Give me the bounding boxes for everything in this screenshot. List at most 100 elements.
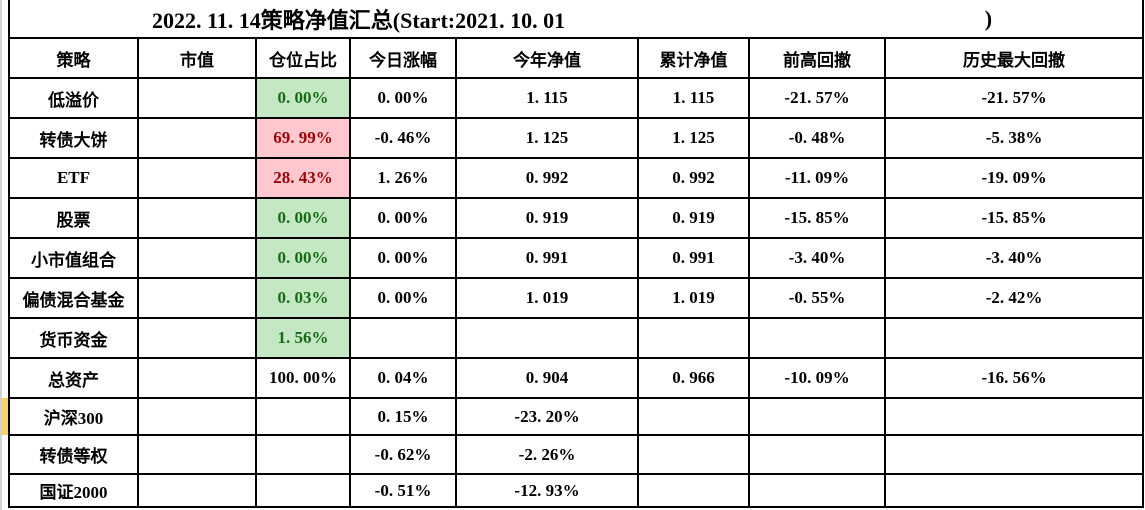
cell-9-name[interactable]: 转债等权: [8, 434, 139, 475]
cell-5-today[interactable]: 0. 00%: [349, 277, 457, 319]
cell-10-pos[interactable]: [255, 473, 351, 508]
cell-0-cum[interactable]: 1. 115: [637, 77, 750, 119]
cell-0-pos[interactable]: 0. 00%: [255, 77, 351, 119]
cell-2-mv[interactable]: [137, 157, 257, 199]
cell-3-cum[interactable]: 0. 919: [637, 197, 750, 239]
cell-9-dd[interactable]: [748, 434, 886, 475]
cell-1-dd[interactable]: -0. 48%: [748, 117, 886, 159]
cell-1-name[interactable]: 转债大饼: [8, 117, 139, 159]
cell-0-today[interactable]: 0. 00%: [349, 77, 457, 119]
cell-10-mv[interactable]: [137, 473, 257, 508]
cell-10-name[interactable]: 国证2000: [8, 473, 139, 508]
cell-0-dd[interactable]: -21. 57%: [748, 77, 886, 119]
cell-5-mv[interactable]: [137, 277, 257, 319]
cell-1-today[interactable]: -0. 46%: [349, 117, 457, 159]
cell-10-today[interactable]: -0. 51%: [349, 473, 457, 508]
cell-10-dd[interactable]: [748, 473, 886, 508]
column-header-1[interactable]: 市值: [137, 37, 257, 79]
cell-9-pos[interactable]: [255, 434, 351, 475]
cell-10-maxdd[interactable]: [883, 473, 1145, 508]
cell-6-dd[interactable]: [748, 317, 886, 359]
column-header-6[interactable]: 前高回撤: [748, 37, 886, 79]
cell-3-maxdd[interactable]: -15. 85%: [883, 197, 1145, 239]
title-row: 2022. 11. 14策略净值汇总(Start:2021. 10. 01 ): [7, 0, 1145, 39]
cell-3-pos[interactable]: 0. 00%: [255, 197, 351, 239]
cell-1-pos[interactable]: 69. 99%: [255, 117, 351, 159]
cell-5-cum[interactable]: 1. 019: [637, 277, 750, 319]
cell-1-ytd[interactable]: 1. 125: [455, 117, 639, 159]
cell-10-ytd[interactable]: -12. 93%: [455, 473, 639, 508]
cell-6-today[interactable]: [349, 317, 457, 359]
title-cell[interactable]: 2022. 11. 14策略净值汇总(Start:2021. 10. 01 ): [7, 0, 1145, 39]
cell-2-today[interactable]: 1. 26%: [349, 157, 457, 199]
cell-8-name[interactable]: 沪深300: [8, 397, 139, 436]
cell-4-cum[interactable]: 0. 991: [637, 237, 750, 279]
cell-2-cum[interactable]: 0. 992: [637, 157, 750, 199]
cell-0-ytd[interactable]: 1. 115: [455, 77, 639, 119]
cell-10-cum[interactable]: [637, 473, 750, 508]
cell-0-maxdd[interactable]: -21. 57%: [883, 77, 1145, 119]
cell-1-mv[interactable]: [137, 117, 257, 159]
cell-4-name[interactable]: 小市值组合: [8, 237, 139, 279]
cell-4-ytd[interactable]: 0. 991: [455, 237, 639, 279]
cell-3-ytd[interactable]: 0. 919: [455, 197, 639, 239]
cell-5-pos[interactable]: 0. 03%: [255, 277, 351, 319]
cell-6-pos[interactable]: 1. 56%: [255, 317, 351, 359]
cell-5-ytd[interactable]: 1. 019: [455, 277, 639, 319]
cell-8-today[interactable]: 0. 15%: [349, 397, 457, 436]
cell-9-today[interactable]: -0. 62%: [349, 434, 457, 475]
cell-7-cum[interactable]: 0. 966: [637, 357, 750, 399]
cell-7-ytd[interactable]: 0. 904: [455, 357, 639, 399]
cell-4-mv[interactable]: [137, 237, 257, 279]
cell-2-maxdd[interactable]: -19. 09%: [883, 157, 1145, 199]
column-header-7[interactable]: 历史最大回撤: [883, 37, 1145, 79]
cell-2-pos[interactable]: 28. 43%: [255, 157, 351, 199]
cell-1-maxdd[interactable]: -5. 38%: [883, 117, 1145, 159]
cell-5-maxdd[interactable]: -2. 42%: [883, 277, 1145, 319]
cell-7-name[interactable]: 总资产: [8, 357, 139, 399]
cell-3-mv[interactable]: [137, 197, 257, 239]
column-header-2[interactable]: 仓位占比: [255, 37, 351, 79]
cell-9-mv[interactable]: [137, 434, 257, 475]
cell-8-ytd[interactable]: -23. 20%: [455, 397, 639, 436]
cell-9-ytd[interactable]: -2. 26%: [455, 434, 639, 475]
column-header-5[interactable]: 累计净值: [637, 37, 750, 79]
column-header-0[interactable]: 策略: [8, 37, 139, 79]
cell-8-pos[interactable]: [255, 397, 351, 436]
cell-7-maxdd[interactable]: -16. 56%: [883, 357, 1145, 399]
cell-5-name[interactable]: 偏债混合基金: [8, 277, 139, 319]
cell-2-name[interactable]: ETF: [8, 157, 139, 199]
cell-2-dd[interactable]: -11. 09%: [748, 157, 886, 199]
cell-9-cum[interactable]: [637, 434, 750, 475]
cell-0-name[interactable]: 低溢价: [8, 77, 139, 119]
cell-6-name[interactable]: 货币资金: [8, 317, 139, 359]
cell-7-mv[interactable]: [137, 357, 257, 399]
cell-4-maxdd[interactable]: -3. 40%: [883, 237, 1145, 279]
cell-5-dd[interactable]: -0. 55%: [748, 277, 886, 319]
cell-8-maxdd[interactable]: [883, 397, 1145, 436]
column-header-4[interactable]: 今年净值: [455, 37, 639, 79]
cell-0-mv[interactable]: [137, 77, 257, 119]
cell-6-ytd[interactable]: [455, 317, 639, 359]
cell-9-maxdd[interactable]: [883, 434, 1145, 475]
cell-3-dd[interactable]: -15. 85%: [748, 197, 886, 239]
cell-8-mv[interactable]: [137, 397, 257, 436]
cell-1-cum[interactable]: 1. 125: [637, 117, 750, 159]
cell-4-pos[interactable]: 0. 00%: [255, 237, 351, 279]
cell-7-pos[interactable]: 100. 00%: [255, 357, 351, 399]
cell-8-cum[interactable]: [637, 397, 750, 436]
cell-3-name[interactable]: 股票: [8, 197, 139, 239]
cell-7-dd[interactable]: -10. 09%: [748, 357, 886, 399]
cell-6-mv[interactable]: [137, 317, 257, 359]
cell-7-today[interactable]: 0. 04%: [349, 357, 457, 399]
cell-8-dd[interactable]: [748, 397, 886, 436]
cell-4-dd[interactable]: -3. 40%: [748, 237, 886, 279]
cell-3-today[interactable]: 0. 00%: [349, 197, 457, 239]
cell-6-cum[interactable]: [637, 317, 750, 359]
cell-2-ytd[interactable]: 0. 992: [455, 157, 639, 199]
cell-4-today[interactable]: 0. 00%: [349, 237, 457, 279]
column-header-3[interactable]: 今日涨幅: [349, 37, 457, 79]
title-closing-paren: ): [984, 5, 993, 31]
cell-6-maxdd[interactable]: [883, 317, 1145, 359]
